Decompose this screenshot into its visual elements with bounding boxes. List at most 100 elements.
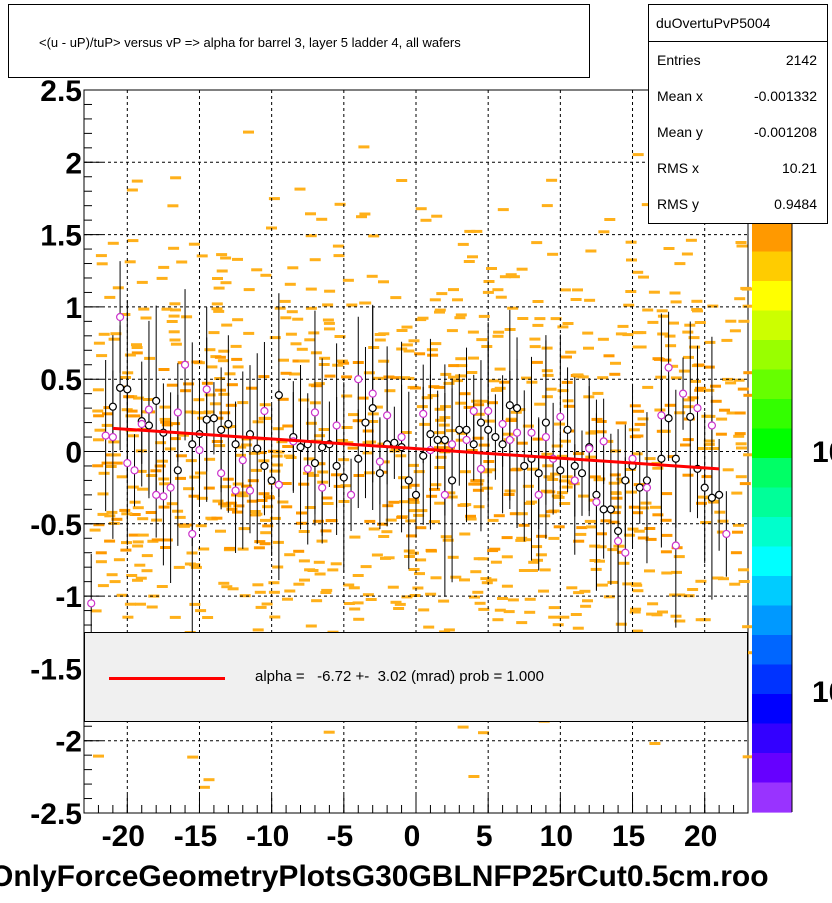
histogram-cell [629, 610, 641, 614]
histogram-cell [428, 385, 440, 389]
histogram-cell [507, 598, 519, 602]
histogram-cell [559, 502, 571, 505]
histogram-cell [529, 337, 541, 341]
data-point [707, 421, 717, 430]
histogram-cell [309, 258, 321, 262]
data-point [346, 490, 356, 499]
histogram-cell [550, 317, 562, 321]
histogram-cell [700, 521, 712, 524]
histogram-cell [378, 535, 390, 538]
histogram-cell [98, 332, 110, 336]
histogram-cell [190, 411, 202, 415]
histogram-cell [116, 593, 128, 597]
histogram-cell [696, 501, 707, 505]
histogram-cell [255, 605, 267, 609]
histogram-cell [667, 364, 679, 368]
histogram-cell [455, 374, 467, 378]
histogram-cell [683, 594, 695, 598]
histogram-cell [630, 582, 642, 586]
histogram-cell [218, 502, 230, 506]
histogram-cell [235, 491, 247, 495]
histogram-cell [340, 484, 352, 488]
histogram-cell [577, 375, 589, 379]
histogram-cell [327, 568, 339, 572]
histogram-cell [189, 475, 201, 479]
histogram-cell [181, 315, 193, 319]
histogram-cell [664, 403, 676, 407]
data-point [484, 406, 493, 416]
histogram-cell [585, 249, 597, 253]
histogram-cell [716, 530, 728, 534]
histogram-cell [206, 365, 218, 369]
histogram-cell [169, 302, 181, 306]
histogram-cell [478, 731, 489, 735]
histogram-cell [414, 572, 425, 576]
data-point [440, 435, 449, 445]
histogram-cell [736, 244, 748, 248]
data-point [541, 432, 551, 442]
histogram-cell [188, 494, 200, 498]
histogram-cell [216, 269, 228, 273]
histogram-cell [282, 424, 294, 428]
histogram-cell [681, 252, 693, 256]
histogram-cell [482, 290, 494, 294]
histogram-cell [170, 342, 182, 346]
histogram-cell [196, 496, 208, 500]
histogram-cell [214, 355, 226, 359]
histogram-cell [101, 423, 113, 427]
data-point [527, 428, 536, 437]
histogram-cell [455, 401, 467, 405]
histogram-cell [141, 569, 153, 573]
histogram-cell [368, 346, 380, 349]
histogram-cell [338, 361, 350, 365]
histogram-cell [390, 376, 402, 380]
histogram-cell [322, 303, 334, 307]
histogram-cell [562, 322, 574, 325]
histogram-cell [105, 465, 117, 468]
data-point [318, 443, 327, 452]
histogram-cell [272, 565, 284, 569]
histogram-cell [446, 329, 458, 333]
histogram-cell [648, 290, 660, 294]
histogram-cell [349, 607, 361, 611]
histogram-cell [717, 519, 729, 523]
histogram-cell [438, 599, 450, 603]
histogram-cell [263, 496, 275, 500]
histogram-cell [660, 518, 672, 522]
data-point [383, 411, 392, 420]
histogram-cell [313, 560, 325, 564]
histogram-cell [127, 485, 139, 489]
histogram-cell [388, 500, 400, 504]
data-point [217, 469, 226, 478]
histogram-cell [336, 359, 348, 363]
histogram-cell [174, 515, 186, 519]
histogram-cell [434, 501, 446, 505]
histogram-cell [131, 343, 142, 347]
histogram-cell [294, 187, 306, 191]
data-point [491, 432, 500, 442]
histogram-cell [382, 504, 394, 508]
histogram-cell [467, 330, 479, 334]
palette-cell [752, 576, 792, 607]
histogram-cell [534, 402, 546, 406]
histogram-cell [120, 548, 132, 552]
histogram-cell [516, 512, 528, 516]
histogram-cell [160, 546, 172, 549]
histogram-cell [415, 558, 427, 562]
histogram-cell [318, 428, 330, 431]
data-point [354, 454, 363, 463]
data-point [592, 498, 601, 507]
histogram-cell [334, 335, 346, 338]
histogram-cell [132, 578, 143, 582]
histogram-cell [184, 562, 196, 566]
histogram-cell [368, 527, 380, 531]
histogram-cell [390, 600, 402, 604]
data-point [621, 476, 630, 485]
histogram-cell [660, 550, 672, 554]
histogram-cell [304, 568, 316, 572]
histogram-cell [293, 549, 305, 553]
histogram-cell [209, 402, 221, 406]
histogram-cell [565, 350, 577, 354]
histogram-cell [148, 594, 160, 598]
histogram-cell [221, 585, 233, 589]
